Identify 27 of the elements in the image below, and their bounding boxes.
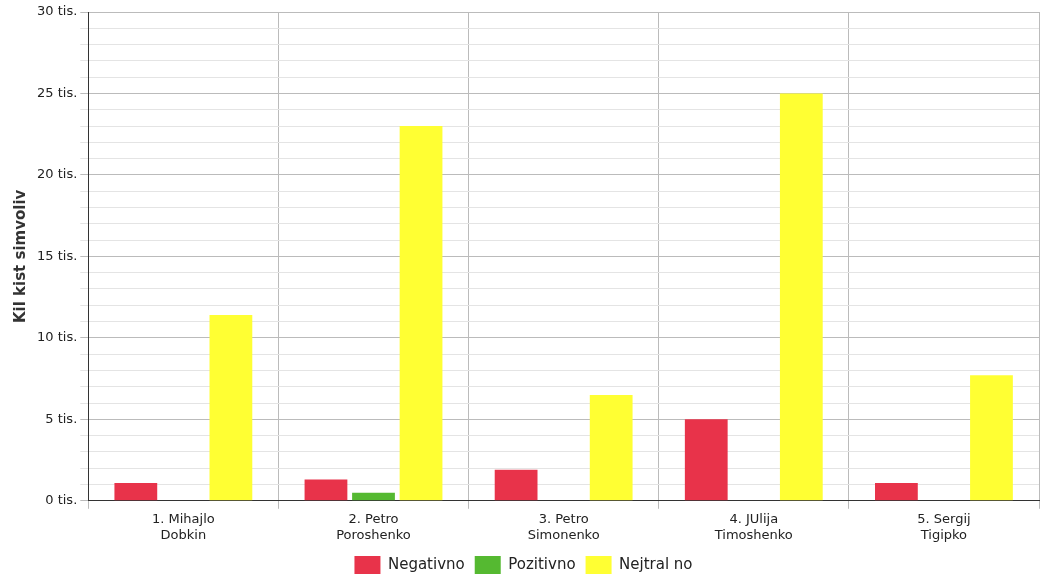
bar — [779, 93, 823, 501]
bar — [352, 492, 395, 501]
legend-label: Nejtral no — [619, 554, 693, 573]
x-tick-label: 1. Mihajlo Dobkin — [151, 510, 215, 542]
y-axis-title: Kil kist simvoliv — [10, 189, 29, 324]
legend-label: Negativno — [387, 554, 465, 573]
bar — [304, 479, 348, 501]
y-tick-label: 25 tis. — [36, 84, 78, 100]
legend-label: Pozitivno — [508, 554, 576, 573]
bar — [209, 315, 253, 501]
x-tick-label: 4. JUlija Timoshenko — [713, 510, 793, 542]
bar — [589, 394, 633, 501]
bar — [875, 482, 918, 501]
bar — [684, 419, 728, 501]
bar — [114, 482, 158, 501]
y-tick-label: 30 tis. — [36, 3, 78, 19]
bar — [970, 375, 1013, 501]
y-tick-label: 0 tis. — [45, 492, 78, 508]
x-tick-label: 5. Sergij Tigipko — [917, 510, 971, 542]
y-tick-label: 5 tis. — [45, 410, 78, 426]
bar — [399, 126, 443, 501]
y-tick-label: 15 tis. — [36, 247, 78, 263]
bar — [494, 469, 538, 501]
y-tick-label: 10 tis. — [36, 329, 78, 345]
x-tick-label: 3. Petro Simonenko — [527, 510, 600, 542]
x-tick-label: 2. Petro Poroshenko — [336, 510, 411, 542]
y-tick-label: 20 tis. — [36, 166, 78, 182]
